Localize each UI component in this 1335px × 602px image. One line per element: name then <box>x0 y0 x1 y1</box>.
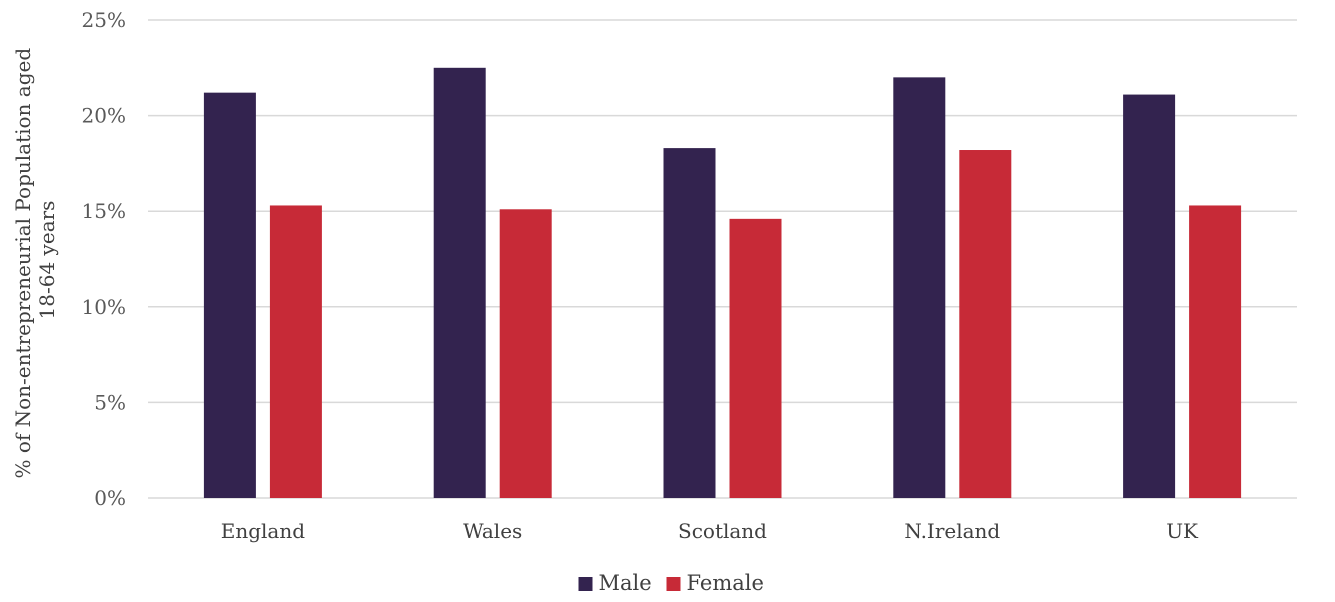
y-axis-title: % of Non-entrepreneurial Population aged… <box>11 41 59 478</box>
legend-label-female: Female <box>687 571 764 595</box>
x-axis-category-labels: England Wales Scotland N.Ireland UK <box>221 519 1199 543</box>
bar-male-scotland <box>663 148 716 498</box>
x-category-label: Scotland <box>678 519 767 543</box>
x-category-label: UK <box>1166 519 1199 543</box>
x-category-label: Wales <box>463 519 522 543</box>
bar-female-nireland <box>959 150 1012 499</box>
legend-swatch-male <box>578 577 593 591</box>
bar-female-england <box>269 205 322 499</box>
y-axis-title-line-1: % of Non-entrepreneurial Population aged <box>11 48 35 479</box>
x-category-label: N.Ireland <box>904 519 1000 543</box>
y-axis-tick-labels: 0% 5% 10% 15% 20% 25% <box>82 8 126 510</box>
bar-male-england <box>203 92 256 498</box>
y-tick-label: 5% <box>94 390 126 414</box>
legend: Male Female <box>578 571 764 595</box>
bar-male-uk <box>1123 94 1176 499</box>
y-tick-label: 0% <box>94 486 126 510</box>
y-tick-label: 10% <box>82 295 126 319</box>
gridlines <box>148 19 1297 499</box>
bar-male-nireland <box>893 77 946 499</box>
bar-male-wales <box>433 67 486 499</box>
bar-female-wales <box>499 209 552 498</box>
legend-label-male: Male <box>599 571 652 595</box>
y-tick-label: 20% <box>82 104 126 128</box>
bar-female-scotland <box>729 218 782 498</box>
y-tick-label: 25% <box>82 8 126 32</box>
x-category-label: England <box>221 519 305 543</box>
bars <box>203 67 1242 499</box>
bar-female-uk <box>1189 205 1242 499</box>
y-tick-label: 15% <box>82 199 126 223</box>
legend-swatch-female <box>666 577 681 591</box>
y-axis-title-line-2: 18-64 years <box>35 201 59 320</box>
